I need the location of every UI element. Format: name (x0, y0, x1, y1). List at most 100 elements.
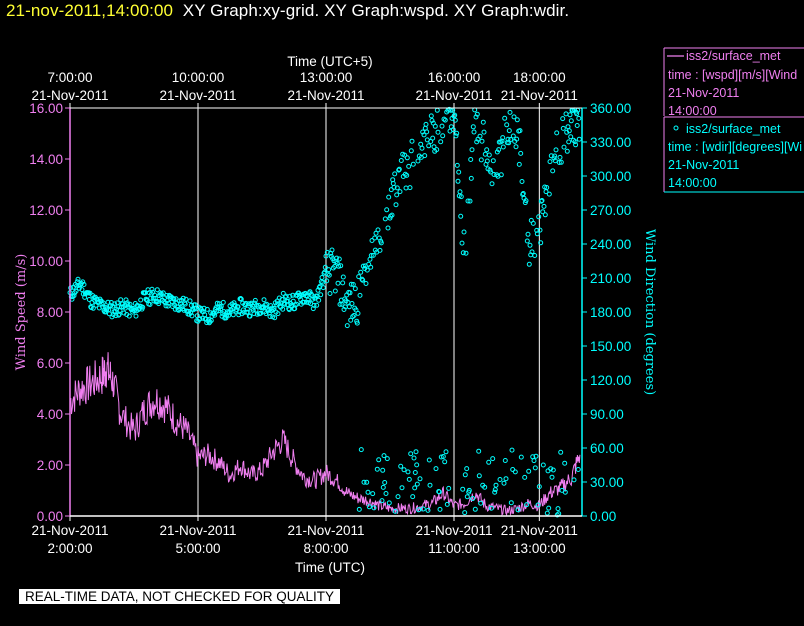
wind-direction-point (405, 469, 411, 475)
wind-direction-point (351, 313, 357, 318)
wind-direction-point (440, 454, 446, 459)
wind-direction-point (369, 238, 375, 243)
wind-direction-point (511, 114, 517, 120)
wind-direction-point (307, 289, 313, 295)
wind-direction-point (183, 296, 189, 302)
wind-direction-point (457, 189, 463, 195)
y-right-tick-label: 90.00 (590, 407, 624, 422)
wind-direction-point (372, 235, 378, 241)
top-tick-time: 16:00:00 (428, 70, 481, 85)
wind-direction-point (500, 135, 506, 141)
wind-direction-point (544, 185, 550, 190)
wind-direction-point (568, 118, 574, 124)
wind-direction-point (518, 150, 524, 156)
wind-direction-point (368, 253, 374, 258)
wind-direction-point (75, 276, 81, 282)
wind-direction-series (67, 106, 582, 518)
wind-direction-point (526, 468, 532, 474)
wind-direction-point (406, 476, 412, 482)
wind-direction-point (476, 473, 482, 479)
wind-direction-point (80, 279, 86, 285)
wind-direction-point (436, 489, 442, 495)
wind-direction-point (336, 256, 342, 262)
wind-direction-point (406, 163, 412, 169)
wind-direction-point (386, 500, 392, 506)
wind-direction-point (380, 467, 386, 473)
legend-wspd-line4: 14:00:00 (668, 104, 717, 118)
wind-direction-point (383, 491, 389, 496)
wind-direction-point (152, 292, 158, 298)
wind-direction-point (433, 466, 439, 472)
wind-direction-point (482, 484, 488, 490)
x-tick-time: 5:00:00 (175, 541, 220, 556)
x-tick-time: 8:00:00 (303, 541, 348, 556)
wind-direction-point (556, 160, 562, 165)
wind-direction-point (464, 494, 470, 500)
wind-direction-point (231, 300, 237, 306)
wind-direction-point (394, 192, 400, 198)
wind-direction-point (484, 158, 490, 164)
wind-direction-point (223, 315, 229, 321)
y-left-tick-label: 6.00 (37, 356, 63, 371)
wind-direction-point (478, 500, 484, 506)
wind-direction-point (272, 315, 278, 321)
wind-direction-point (471, 129, 477, 135)
wind-direction-point (305, 297, 311, 303)
wind-direction-point (235, 304, 241, 310)
top-tick-date: 21-Nov-2011 (31, 88, 108, 103)
wind-direction-point (382, 480, 388, 485)
top-tick-time: 13:00:00 (300, 70, 353, 85)
wind-direction-point (100, 300, 106, 306)
wind-direction-point (164, 293, 170, 298)
wind-direction-point (378, 240, 384, 246)
wind-direction-point (320, 285, 326, 291)
legend-wspd-line1: iss2/surface_met (686, 49, 781, 63)
wind-direction-point (574, 123, 580, 128)
wind-direction-point (324, 278, 330, 284)
wind-direction-point (187, 298, 193, 304)
y-left-tick-label: 0.00 (37, 509, 63, 524)
wind-direction-point (442, 459, 448, 465)
wind-direction-point (350, 282, 356, 287)
wind-direction-point (488, 169, 494, 175)
wind-direction-point (338, 263, 344, 269)
wind-direction-point (417, 476, 423, 482)
wind-direction-point (393, 202, 399, 208)
wind-direction-point (519, 179, 525, 184)
graph-list: XY Graph:xy-grid. XY Graph:wspd. XY Grap… (182, 1, 570, 20)
wind-direction-point (438, 139, 444, 145)
wind-direction-point (140, 304, 146, 310)
wind-direction-point (533, 453, 539, 459)
wind-direction-point (492, 487, 498, 493)
wind-direction-point (423, 121, 429, 127)
wind-direction-point (246, 301, 252, 307)
wind-direction-point (197, 316, 203, 322)
wind-direction-point (476, 448, 482, 454)
y-left-tick-label: 8.00 (37, 305, 63, 320)
wind-direction-point (481, 129, 487, 135)
wind-direction-point (407, 185, 413, 191)
wind-direction-point (530, 220, 536, 226)
wind-direction-point (497, 477, 503, 482)
wind-direction-point (513, 144, 519, 150)
wind-direction-point (411, 455, 417, 461)
top-tick-date: 21-Nov-2011 (415, 88, 492, 103)
legend-wspd-line3: 21-Nov-2011 (668, 86, 739, 100)
wind-direction-point (327, 291, 333, 296)
wind-direction-point (540, 462, 546, 468)
wind-direction-point (510, 133, 516, 139)
wind-direction-point (99, 301, 105, 307)
wind-direction-point (316, 297, 322, 303)
wind-direction-point (542, 212, 548, 218)
wind-direction-point (409, 138, 415, 144)
wind-direction-point (314, 302, 320, 308)
wind-direction-point (515, 507, 521, 513)
wind-direction-point (71, 293, 77, 299)
wind-direction-point (252, 297, 258, 303)
wind-direction-point (354, 320, 360, 326)
wind-direction-point (452, 112, 458, 118)
wind-direction-point (450, 127, 456, 133)
wind-direction-point (522, 474, 528, 480)
wind-direction-point (189, 313, 195, 319)
graph-title: 21-nov-2011,14:00:00 XY Graph:xy-grid. X… (6, 1, 569, 21)
